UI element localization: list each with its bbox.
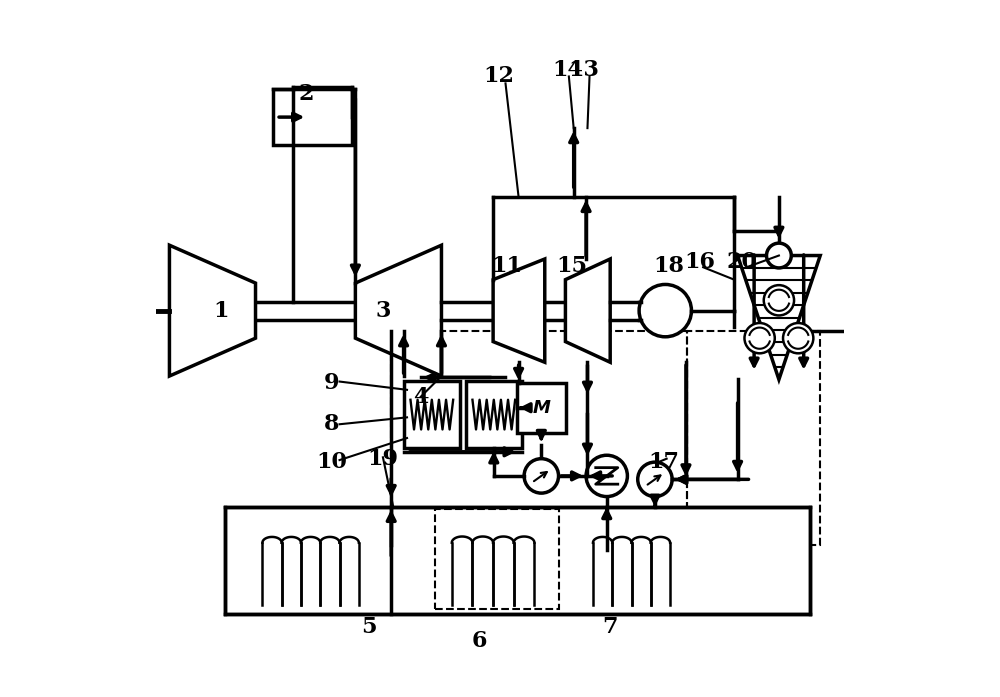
Text: 17: 17 xyxy=(648,451,679,473)
Text: 19: 19 xyxy=(367,447,398,470)
Bar xyxy=(435,509,559,608)
Bar xyxy=(687,331,820,545)
Polygon shape xyxy=(493,259,545,362)
Polygon shape xyxy=(355,245,441,376)
Text: 10: 10 xyxy=(316,451,347,473)
Text: 5: 5 xyxy=(361,616,377,638)
Text: 12: 12 xyxy=(483,66,514,88)
Polygon shape xyxy=(169,245,256,376)
Text: 13: 13 xyxy=(569,59,599,81)
Text: 6: 6 xyxy=(472,630,487,652)
Circle shape xyxy=(764,285,794,316)
Circle shape xyxy=(586,455,627,496)
Text: 2: 2 xyxy=(298,83,314,105)
Bar xyxy=(466,381,522,448)
Text: 3: 3 xyxy=(375,300,391,321)
Text: 8: 8 xyxy=(324,413,339,435)
Polygon shape xyxy=(565,259,610,362)
Text: 7: 7 xyxy=(602,616,618,638)
Polygon shape xyxy=(738,256,820,379)
Bar xyxy=(404,381,460,448)
Bar xyxy=(517,383,566,433)
Text: 16: 16 xyxy=(684,252,715,273)
Circle shape xyxy=(524,459,559,493)
Text: 11: 11 xyxy=(491,255,522,277)
Bar xyxy=(273,89,352,146)
Circle shape xyxy=(639,284,691,337)
Bar xyxy=(225,507,810,613)
Text: 15: 15 xyxy=(557,255,588,277)
Circle shape xyxy=(783,323,813,353)
Text: 20: 20 xyxy=(727,252,758,273)
Text: 1: 1 xyxy=(213,300,229,321)
Circle shape xyxy=(638,462,672,496)
Text: M: M xyxy=(532,399,550,417)
Bar xyxy=(391,331,687,545)
Text: 9: 9 xyxy=(324,372,339,394)
Circle shape xyxy=(744,323,775,353)
Text: 4: 4 xyxy=(413,385,428,408)
Text: 14: 14 xyxy=(552,59,583,81)
Text: 18: 18 xyxy=(653,255,684,277)
Circle shape xyxy=(767,243,791,268)
